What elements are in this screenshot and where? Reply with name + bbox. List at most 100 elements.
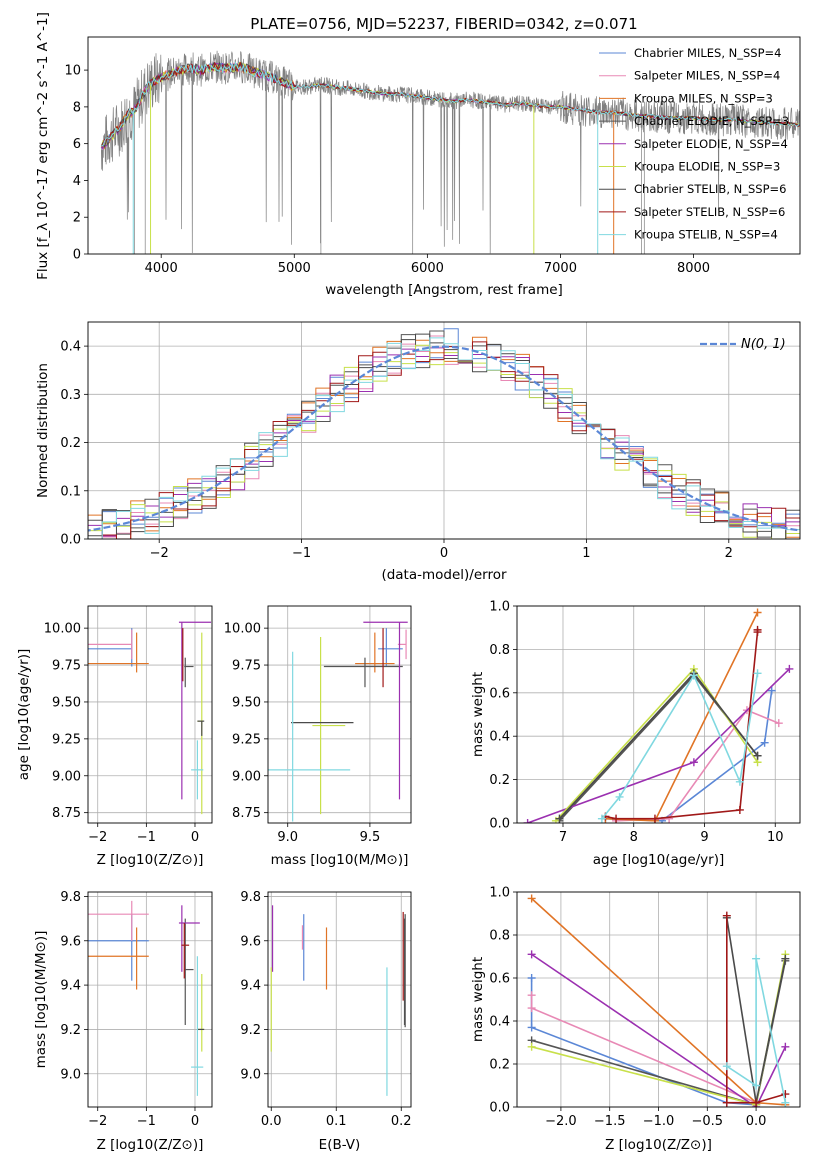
mass-weight-marker	[774, 719, 783, 728]
mass-weight-marker	[689, 758, 698, 767]
y-tick-label: 4	[73, 174, 81, 189]
mass-weight-line	[555, 667, 759, 822]
y-tick-label: 9.6	[60, 934, 81, 949]
y-tick-label: 0.0	[489, 817, 510, 832]
y-tick-label: 0.4	[60, 340, 81, 355]
mass-weight-marker	[555, 814, 564, 823]
mass-weight-marker	[753, 751, 762, 760]
x-tick-label: −1	[292, 546, 311, 561]
y-tick-label: 9.50	[232, 695, 261, 710]
y-tick-label: 9.0	[60, 1067, 81, 1082]
y-axis-label: mass [log10(M/M⊙)]	[33, 931, 49, 1069]
mass-weight-marker	[752, 1081, 761, 1090]
x-tick-label: 0	[440, 546, 448, 561]
x-tick-label: 0.2	[391, 1114, 412, 1129]
y-tick-label: 8.75	[232, 806, 261, 821]
legend-label: Kroupa ELODIE, N_SSP=3	[634, 160, 780, 174]
y-axis-label: Flux [f_λ 10^-17 erg cm^-2 s^-1 A^-1]	[35, 12, 51, 280]
mass-weight-marker	[735, 777, 744, 786]
y-tick-label: 1.0	[489, 600, 510, 615]
mass-weight-marker	[527, 1004, 536, 1013]
y-tick-label: 9.8	[240, 890, 261, 905]
gaussian-reference-curve	[88, 345, 800, 532]
x-axis-label: Z [log10(Z/Z⊙)]	[97, 1137, 204, 1153]
axes-frame	[267, 891, 412, 1108]
mass-weight-marker	[615, 792, 624, 801]
axes-frame	[87, 321, 801, 540]
x-tick-label: −1	[137, 830, 156, 845]
y-axis-label: Normed distribution	[35, 363, 51, 498]
axes-frame	[87, 36, 801, 255]
plot-area	[88, 328, 800, 539]
mass-weight-marker	[753, 608, 762, 617]
mass-weight-marker	[781, 1090, 790, 1099]
mass-weight-marker	[597, 814, 606, 823]
legend-label: Chabrier STELIB, N_SSP=6	[634, 182, 786, 196]
plot-area	[270, 905, 406, 1096]
y-tick-label: 0.0	[489, 1101, 510, 1116]
x-tick-label: −2	[150, 546, 169, 561]
x-tick-label: 8	[630, 830, 638, 845]
legend-label: Salpeter MILES, N_SSP=4	[634, 69, 780, 83]
y-tick-label: 8	[73, 100, 81, 115]
y-tick-label: 9.4	[240, 979, 261, 994]
y-tick-label: 0.6	[489, 686, 510, 701]
mass-weight-marker	[650, 814, 659, 823]
x-axis-label: mass [log10(M/M⊙)]	[271, 852, 409, 868]
model-spectrum-line	[101, 61, 800, 147]
mass-vs-extinction-panel: 0.0 0.1 0.2 9.0 9.2 9.4 9.6 9.8 E(B-V)	[240, 890, 411, 1153]
plot-area	[100, 50, 800, 254]
mass-weight-marker	[722, 1062, 731, 1071]
x-tick-label: 7	[559, 830, 567, 845]
y-tick-label: 10.00	[44, 622, 81, 637]
mass-weight-marker	[735, 805, 744, 814]
mass-weight-line	[558, 672, 759, 820]
mass-weight-line	[601, 673, 759, 820]
legend: Chabrier MILES, N_SSP=4 Salpeter MILES, N…	[599, 46, 789, 242]
x-tick-label: 5000	[278, 261, 311, 276]
mass-weight-marker	[760, 738, 769, 747]
x-tick-label: −1	[137, 1114, 156, 1129]
y-tick-label: 10	[64, 64, 81, 79]
y-tick-label: 0.0	[60, 533, 81, 548]
y-tick-label: 0	[73, 248, 81, 263]
y-tick-label: 0.6	[489, 972, 510, 987]
y-tick-label: 0.8	[489, 643, 510, 658]
x-axis-label: Z [log10(Z/Z⊙)]	[605, 1137, 712, 1153]
x-tick-label: −2.0	[545, 1114, 577, 1129]
mass-weight-line	[531, 953, 787, 1107]
x-tick-label: 9.5	[360, 830, 381, 845]
mass-weight-marker	[722, 911, 731, 920]
y-tick-label: 9.6	[240, 934, 261, 949]
y-tick-label: 9.75	[232, 659, 261, 674]
x-tick-label: 7000	[544, 261, 577, 276]
x-tick-label: 9.0	[277, 830, 298, 845]
x-tick-label: 0	[191, 1114, 199, 1129]
x-axis-label: (data-model)/error	[381, 567, 507, 583]
y-tick-label: 9.25	[232, 732, 261, 747]
y-tick-label: 9.00	[52, 769, 81, 784]
y-axis-label: age [log10(age/yr)]	[16, 649, 32, 781]
x-tick-label: 10	[767, 830, 784, 845]
mass-weight-marker	[781, 1098, 790, 1107]
mass-weight-line	[726, 915, 786, 1104]
x-tick-label: 2	[725, 546, 733, 561]
axes-frame	[267, 605, 412, 824]
mass-weight-marker	[753, 625, 762, 634]
y-tick-label: 9.75	[52, 659, 81, 674]
y-tick-label: 9.0	[240, 1067, 261, 1082]
x-tick-label: −1.5	[594, 1114, 626, 1129]
y-tick-label: 6	[73, 137, 81, 152]
x-tick-label: −1.0	[643, 1114, 675, 1129]
y-tick-label: 0.2	[489, 773, 510, 788]
y-tick-label: 0.1	[60, 484, 81, 499]
plot-area	[523, 608, 794, 823]
y-tick-label: 0.4	[489, 1015, 510, 1030]
x-tick-label: −2	[88, 1114, 107, 1129]
y-tick-label: 1.0	[489, 886, 510, 901]
mass-weight-line	[605, 612, 759, 822]
mass-weight-marker	[753, 669, 762, 678]
x-tick-label: −0.5	[692, 1114, 724, 1129]
mass-weight-marker	[527, 1023, 536, 1032]
mass-weight-marker	[527, 894, 536, 903]
